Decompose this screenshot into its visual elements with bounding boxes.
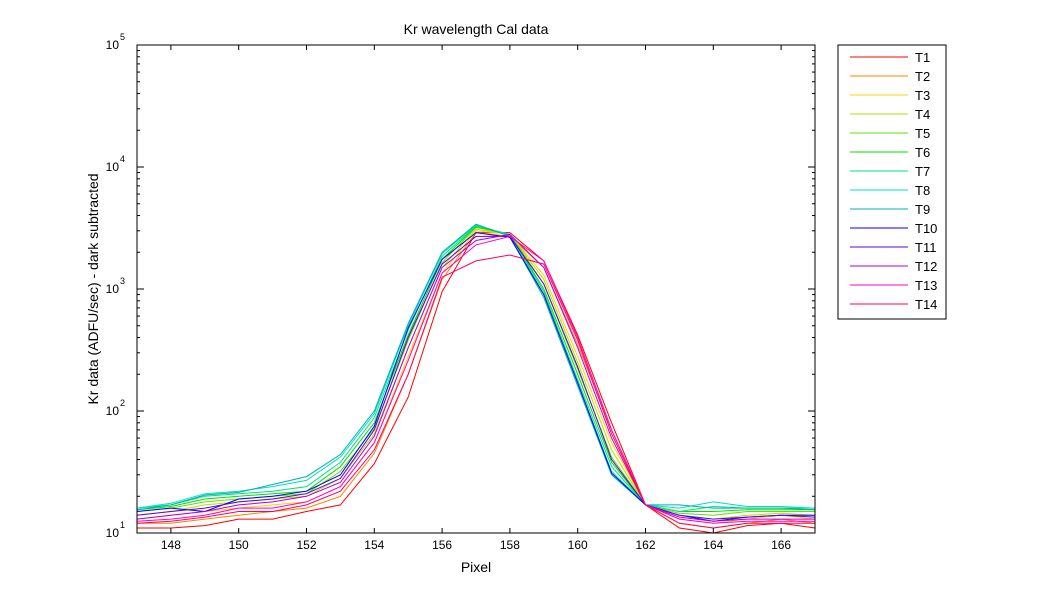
- series-line-t14: [136, 254, 815, 529]
- legend-label-t12: T12: [915, 259, 937, 274]
- series-line-t13: [136, 235, 815, 524]
- y-tick-label-base: 10: [106, 526, 120, 540]
- y-tick-label-base: 10: [106, 282, 120, 296]
- x-tick-label: 150: [229, 538, 249, 552]
- legend-label-t2: T2: [915, 69, 930, 84]
- y-tick-label-exponent: 5: [120, 32, 125, 42]
- series-line-t6: [136, 226, 815, 512]
- legend-label-t7: T7: [915, 164, 930, 179]
- legend-label-t1: T1: [915, 50, 930, 65]
- legend-label-t9: T9: [915, 202, 930, 217]
- tick-layer: 148 150 152 154 156 158 160 162 164 1661011021031…: [106, 32, 815, 552]
- legend-box: [837, 44, 947, 320]
- series-line-t10: [136, 232, 815, 522]
- y-tick-label-base: 10: [106, 404, 120, 418]
- y-tick-label-exponent: 2: [120, 398, 125, 408]
- legend-label-t4: T4: [915, 107, 930, 122]
- x-tick-label: 166: [771, 538, 791, 552]
- x-tick-label: 152: [296, 538, 316, 552]
- series-line-t11: [136, 235, 816, 520]
- y-axis-label: Kr data (ADFU/sec) - dark subtracted: [85, 173, 101, 404]
- y-tick-label-exponent: 4: [120, 154, 125, 164]
- series-layer: [136, 223, 816, 534]
- plot-area: [137, 45, 815, 533]
- series-line-t12: [136, 233, 815, 522]
- x-tick-label: 162: [635, 538, 655, 552]
- legend-label-t14: T14: [915, 297, 937, 312]
- y-tick-label-base: 10: [106, 160, 120, 174]
- x-tick-label: 164: [703, 538, 723, 552]
- x-tick-label: 148: [161, 538, 181, 552]
- x-tick-label: 160: [568, 538, 588, 552]
- y-tick-label-exponent: 1: [120, 520, 125, 530]
- y-tick-label-exponent: 3: [120, 276, 125, 286]
- legend-label-t10: T10: [915, 221, 937, 236]
- x-tick-label: 158: [500, 538, 520, 552]
- legend-label-t13: T13: [915, 278, 937, 293]
- x-tick-label: 154: [364, 538, 384, 552]
- legend-label-t3: T3: [915, 88, 930, 103]
- legend-label-t8: T8: [915, 183, 930, 198]
- series-line-t9: [136, 223, 816, 511]
- y-tick-label-base: 10: [106, 38, 120, 52]
- x-axis-label: Pixel: [461, 559, 491, 575]
- axes-box: [136, 44, 816, 534]
- chart-title: Kr wavelength Cal data: [404, 21, 549, 37]
- legend-label-t6: T6: [915, 145, 930, 160]
- x-tick-label: 156: [432, 538, 452, 552]
- legend: T1 T2 T3 T4 T5 T6 T7 T8 T9 T10 T11 T12 T13 T14: [837, 44, 947, 320]
- legend-label-t11: T11: [915, 240, 936, 255]
- series-line-t7: [136, 225, 815, 513]
- legend-label-t5: T5: [915, 126, 930, 141]
